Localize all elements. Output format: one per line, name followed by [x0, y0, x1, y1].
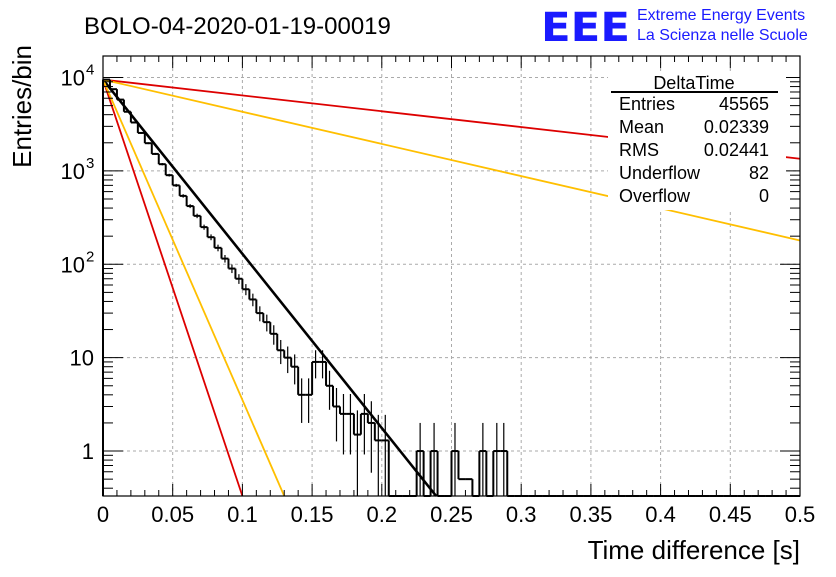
stats-row: Overflow 0	[619, 186, 769, 206]
y-tick-label: 10	[61, 159, 85, 184]
fit-line	[102, 78, 801, 242]
stats-box-background	[608, 72, 786, 210]
x-tick-label: 0.15	[291, 502, 334, 527]
x-tick-label: 0.1	[227, 502, 258, 527]
stats-label: Entries	[619, 94, 675, 114]
stats-label: Overflow	[619, 186, 691, 206]
stats-box-name: DeltaTime	[653, 73, 734, 93]
stats-row: Mean 0.02339	[619, 117, 769, 137]
fit-line	[101, 78, 438, 497]
eee-logo: EEE Extreme Energy Events La Scienza nel…	[541, 5, 808, 51]
x-tick-label: 0	[97, 502, 109, 527]
y-tick-exponent: 2	[86, 248, 94, 265]
y-tick-label: 10	[61, 66, 85, 91]
x-tick-label: 0.3	[506, 502, 537, 527]
stats-value: 45565	[719, 94, 769, 114]
x-tick-label: 0.4	[645, 502, 676, 527]
stats-row: RMS 0.02441	[619, 140, 769, 160]
stats-value: 0.02441	[704, 140, 769, 160]
y-tick-label: 1	[82, 439, 94, 464]
fit-line	[102, 79, 244, 497]
fit-line	[102, 79, 286, 497]
stats-label: RMS	[619, 140, 659, 160]
x-tick-label: 0.35	[569, 502, 612, 527]
y-tick-label: 10	[70, 346, 94, 371]
x-axis: 0 0.05 0.1 0.15 0.2 0.25 0.3 0.35 0.4 0.45 0.5	[97, 56, 815, 527]
stats-row: Underflow 82	[619, 163, 769, 183]
stats-value: 82	[749, 163, 769, 183]
stats-label: Underflow	[619, 163, 701, 183]
y-tick-exponent: 3	[86, 155, 94, 172]
y-tick-label: 10	[61, 252, 85, 277]
eee-logo-line2: La Scienza nelle Scuole	[637, 27, 808, 44]
stats-value: 0	[759, 186, 769, 206]
eee-logo-mark: EEE	[541, 5, 630, 51]
chart-title: BOLO-04-2020-01-19-00019	[84, 13, 391, 40]
stats-label: Mean	[619, 117, 664, 137]
x-tick-label: 0.2	[367, 502, 398, 527]
x-tick-label: 0.05	[151, 502, 194, 527]
x-axis-label: Time difference [s]	[588, 535, 800, 565]
y-tick-exponent: 4	[86, 62, 94, 79]
x-tick-label: 0.45	[709, 502, 752, 527]
x-tick-label: 0.5	[785, 502, 816, 527]
x-tick-label: 0.25	[430, 502, 473, 527]
eee-logo-line1: Extreme Energy Events	[637, 7, 805, 24]
stats-row: Entries 45565	[619, 94, 769, 114]
stats-value: 0.02339	[704, 117, 769, 137]
stats-box: DeltaTime Entries 45565 Mean 0.02339 RMS…	[608, 72, 786, 210]
y-axis-label: Entries/bin	[7, 45, 37, 168]
